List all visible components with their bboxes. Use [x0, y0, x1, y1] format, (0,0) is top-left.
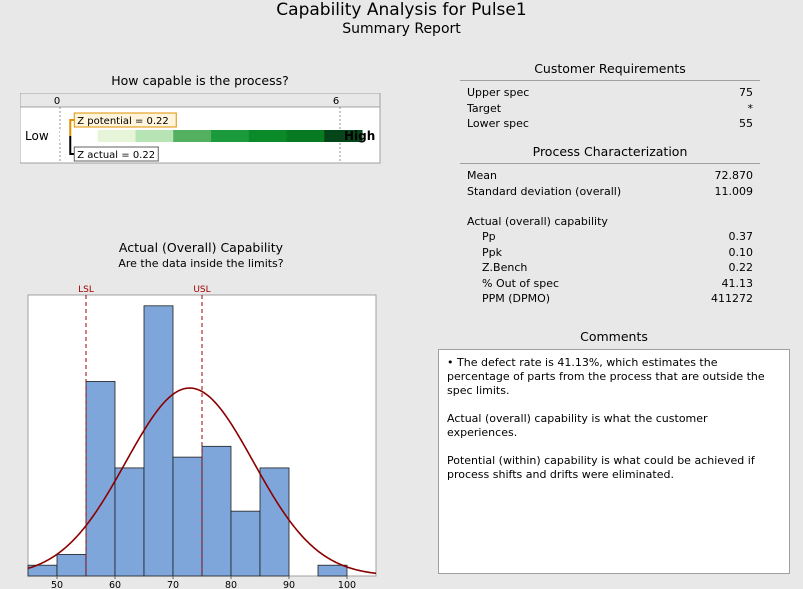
customer-requirement-label: Target — [467, 101, 502, 115]
capability-stat-label: PPM (DPMO) — [482, 292, 551, 305]
capability-stat-value: 0.37 — [728, 230, 754, 243]
gauge-band — [324, 130, 363, 142]
normal-fit-curve — [27, 387, 377, 575]
histogram-bar — [201, 445, 232, 577]
histogram-bar — [114, 467, 145, 577]
x-tick-label: 90 — [283, 580, 295, 589]
gauge-band — [60, 130, 99, 142]
comment-item: Potential (within) capability is what co… — [447, 454, 781, 482]
capability-stat-value: 0.22 — [728, 261, 754, 274]
capability-stat-label: Z.Bench — [482, 261, 528, 274]
process-stat-label: Standard deviation (overall) — [467, 184, 622, 198]
capability-stat-label: Pp — [482, 230, 496, 243]
gauge-low-label: Low — [25, 129, 49, 143]
histogram-subtitle: Are the data inside the limits? — [118, 257, 284, 270]
z-actual-marker: Z actual = 0.22 — [69, 136, 159, 162]
gauge-scale-min: 0 — [54, 96, 60, 107]
process-stat-value: 72.870 — [714, 169, 754, 182]
customer-requirement-label: Lower spec — [467, 117, 529, 130]
histogram-bar — [56, 553, 87, 577]
comment-item: • The defect rate is 41.13%, which estim… — [447, 356, 781, 398]
capability-stat-label: % Out of spec — [482, 276, 560, 290]
z-potential-marker: Z potential = 0.22 — [69, 112, 177, 136]
x-tick-label: 70 — [167, 580, 179, 589]
z-actual-label: Z actual = 0.22 — [77, 150, 155, 161]
z-potential-label: Z potential = 0.22 — [77, 116, 169, 127]
capability-stat-value: 41.13 — [721, 276, 754, 290]
capability-stat-value: 0.10 — [728, 245, 754, 259]
capable-title: How capable is the process? — [111, 73, 289, 88]
pc-divider — [460, 163, 760, 164]
cr-divider — [460, 80, 760, 81]
customer-requirement-value: 55 — [739, 117, 753, 130]
gauge-band — [211, 130, 250, 142]
histogram-bar — [85, 381, 116, 577]
customer-requirement-label: Upper spec — [467, 86, 530, 99]
comment-text: Potential (within) capability is what co… — [447, 454, 755, 481]
customer-requirement-value: * — [747, 101, 754, 115]
actual-capability-heading: Actual (overall) capability — [467, 215, 608, 228]
gauge-band — [248, 130, 287, 142]
histogram-title: Actual (Overall) Capability — [118, 240, 284, 255]
gauge-band — [97, 130, 136, 142]
comment-item: Actual (overall) capability is what the … — [447, 412, 781, 440]
gauge-scale-bar — [20, 93, 381, 108]
process-stat-value: 11.009 — [714, 184, 754, 198]
capability-stat-label: Ppk — [482, 245, 502, 259]
histogram-bar — [317, 564, 348, 577]
gauge-band — [135, 130, 174, 142]
report-title: Capability Analysis for Pulse1 — [276, 0, 527, 20]
customer-requirement-value: 75 — [739, 86, 753, 99]
capability-stat-value: 411272 — [711, 292, 753, 305]
process-stat-label: Mean — [467, 169, 497, 182]
process-characterization-title: Process Characterization — [532, 144, 688, 159]
histogram-bar — [259, 467, 290, 577]
usl-label: USL — [193, 285, 210, 295]
histogram-bar — [143, 305, 174, 577]
x-tick-label: 80 — [225, 580, 237, 589]
comment-text: Actual (overall) capability is what the … — [447, 412, 708, 439]
customer-requirements-title: Customer Requirements — [534, 61, 686, 76]
comments-title: Comments — [580, 329, 648, 344]
x-tick-label: 50 — [51, 580, 63, 589]
gauge-band — [286, 130, 325, 142]
comments-box: • The defect rate is 41.13%, which estim… — [438, 349, 790, 574]
lsl-label: LSL — [78, 285, 94, 295]
comment-bullet: • — [447, 356, 457, 369]
gauge-bands — [60, 130, 363, 142]
capability-gauge: 0 6 Low High Z potential = 0.22 Z actual… — [20, 93, 381, 164]
gauge-band — [173, 130, 212, 142]
histogram-bar — [230, 510, 261, 577]
gauge-high-label: High — [344, 129, 375, 143]
comment-text: The defect rate is 41.13%, which estimat… — [447, 356, 765, 397]
x-tick-label: 60 — [109, 580, 121, 589]
histogram-chart: LSL USL 50 60 70 80 90 100 — [27, 285, 377, 589]
histogram-bar — [172, 456, 203, 577]
x-tick-label: 100 — [338, 580, 356, 589]
gauge-scale-max: 6 — [333, 96, 339, 107]
report-subtitle: Summary Report — [342, 21, 461, 37]
